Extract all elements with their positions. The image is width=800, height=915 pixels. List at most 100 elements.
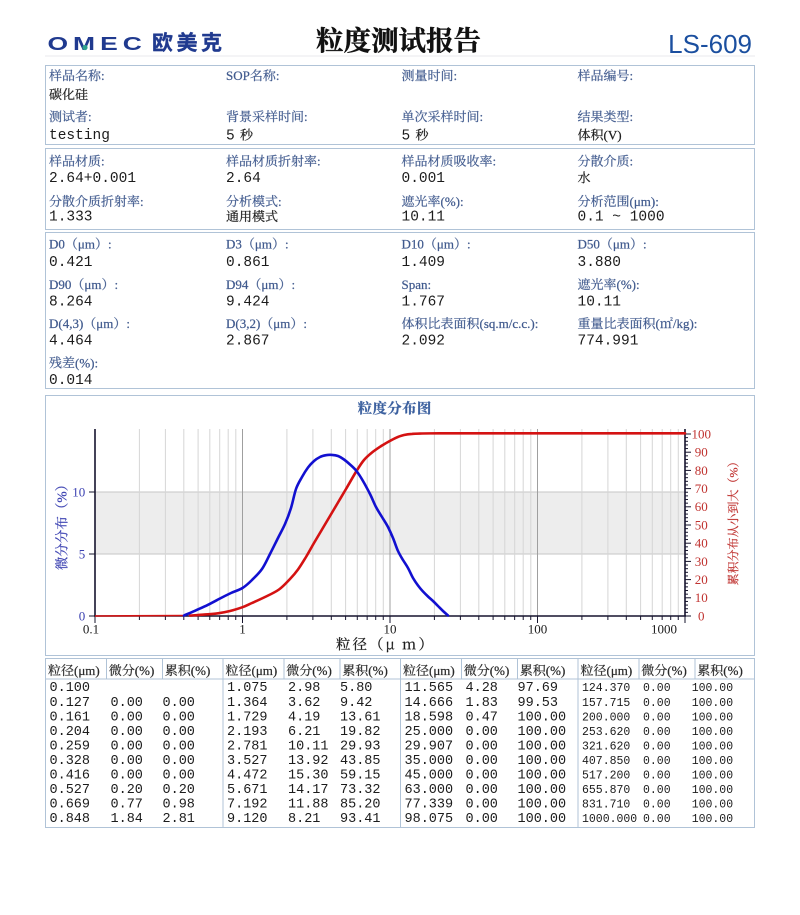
- svg-text:831.710: 831.710: [582, 799, 630, 812]
- svg-text:70: 70: [695, 481, 708, 496]
- svg-text:LS-609: LS-609: [668, 29, 752, 59]
- svg-text:100.00: 100.00: [518, 812, 567, 827]
- svg-text:97.69: 97.69: [518, 681, 559, 696]
- svg-text:μm: μm: [255, 237, 272, 252]
- svg-text:0.20: 0.20: [111, 783, 143, 798]
- svg-text::: :: [480, 109, 484, 124]
- svg-text:(%): (%): [723, 663, 743, 678]
- svg-text:0.00: 0.00: [466, 754, 498, 769]
- svg-text:100.00: 100.00: [692, 784, 734, 797]
- svg-text:0.00: 0.00: [466, 769, 498, 784]
- svg-text:1.83: 1.83: [466, 696, 498, 711]
- svg-text:13.92: 13.92: [288, 754, 329, 769]
- svg-text::: :: [630, 109, 634, 124]
- svg-text:/kg):: /kg):: [673, 316, 698, 331]
- svg-text::: :: [291, 277, 295, 292]
- svg-text:1.409: 1.409: [402, 255, 446, 271]
- svg-text:D(4,3): D(4,3): [49, 316, 83, 331]
- svg-text:4.472: 4.472: [227, 769, 268, 784]
- svg-text:%: %: [55, 491, 70, 502]
- svg-text::: :: [126, 316, 130, 331]
- svg-text:98.075: 98.075: [405, 812, 454, 827]
- svg-text:SOP: SOP: [226, 68, 250, 83]
- svg-text:200.000: 200.000: [582, 711, 630, 724]
- svg-text:0.20: 0.20: [163, 783, 195, 798]
- svg-text:3.62: 3.62: [288, 696, 320, 711]
- svg-text:0.100: 0.100: [50, 681, 91, 696]
- svg-text:D50: D50: [578, 237, 600, 252]
- svg-text:29.93: 29.93: [340, 739, 381, 754]
- svg-text:85.20: 85.20: [340, 798, 381, 813]
- svg-text::: :: [114, 277, 118, 292]
- svg-text:0.00: 0.00: [163, 725, 195, 740]
- svg-text:0.00: 0.00: [643, 682, 671, 695]
- svg-text:1.767: 1.767: [402, 294, 446, 310]
- svg-text:0.00: 0.00: [163, 696, 195, 711]
- svg-text:0.00: 0.00: [466, 783, 498, 798]
- svg-text:157.715: 157.715: [582, 697, 630, 710]
- svg-text:D0: D0: [49, 237, 65, 252]
- svg-text:5.671: 5.671: [227, 783, 268, 798]
- svg-text:15.30: 15.30: [288, 769, 329, 784]
- svg-text:2.64+0.001: 2.64+0.001: [49, 171, 136, 187]
- svg-text:100.00: 100.00: [692, 697, 734, 710]
- svg-text:253.620: 253.620: [582, 726, 630, 739]
- svg-text:0.00: 0.00: [111, 696, 143, 711]
- svg-text:4.464: 4.464: [49, 334, 93, 350]
- svg-text:μm: μm: [78, 237, 95, 252]
- svg-text:2.092: 2.092: [402, 334, 446, 350]
- svg-text:10.11: 10.11: [288, 739, 329, 754]
- svg-text:11.565: 11.565: [405, 681, 454, 696]
- svg-text:(μm): (μm): [607, 663, 633, 678]
- svg-text:0.00: 0.00: [643, 711, 671, 724]
- svg-text:90: 90: [695, 445, 708, 460]
- svg-text:0.848: 0.848: [50, 812, 91, 827]
- svg-text:(: (: [656, 316, 660, 331]
- svg-text:100.00: 100.00: [518, 769, 567, 784]
- svg-text:0.00: 0.00: [111, 769, 143, 784]
- svg-text:(%):: (%):: [441, 194, 464, 209]
- svg-text:9.42: 9.42: [340, 696, 372, 711]
- svg-text:0.421: 0.421: [49, 255, 93, 271]
- svg-text:(μm): (μm): [429, 663, 455, 678]
- svg-text::: :: [101, 154, 105, 169]
- svg-text:0.77: 0.77: [111, 798, 143, 813]
- svg-text:3.880: 3.880: [578, 255, 622, 271]
- svg-text::: :: [108, 237, 112, 252]
- svg-text:Span:: Span:: [402, 277, 432, 292]
- svg-text:(sq.m/c.c.):: (sq.m/c.c.):: [480, 316, 539, 331]
- svg-text:5: 5: [226, 129, 235, 145]
- svg-text:(%): (%): [191, 663, 211, 678]
- svg-text:μm: μm: [437, 237, 454, 252]
- svg-text:2.81: 2.81: [163, 812, 195, 827]
- svg-text:0.98: 0.98: [163, 798, 195, 813]
- svg-text:0: 0: [79, 608, 86, 623]
- svg-text:0.00: 0.00: [643, 770, 671, 783]
- svg-text:0.00: 0.00: [111, 725, 143, 740]
- svg-text:0.259: 0.259: [50, 739, 91, 754]
- svg-text:0.127: 0.127: [50, 696, 91, 711]
- svg-text:0.00: 0.00: [643, 726, 671, 739]
- svg-text:μm: μm: [613, 237, 630, 252]
- svg-text:0.00: 0.00: [466, 798, 498, 813]
- svg-text:100.00: 100.00: [692, 740, 734, 753]
- svg-text:8.21: 8.21: [288, 812, 320, 827]
- svg-text:5: 5: [402, 129, 411, 145]
- svg-text:(%): (%): [312, 663, 332, 678]
- svg-text:0.416: 0.416: [50, 769, 91, 784]
- svg-text:D(3,2): D(3,2): [226, 316, 260, 331]
- svg-text:0.00: 0.00: [643, 697, 671, 710]
- svg-text:60: 60: [695, 499, 708, 514]
- svg-text:0.00: 0.00: [643, 813, 671, 826]
- svg-text:0.00: 0.00: [111, 739, 143, 754]
- svg-text:(%): (%): [490, 663, 510, 678]
- svg-text:0.527: 0.527: [50, 783, 91, 798]
- svg-text:80: 80: [695, 463, 708, 478]
- svg-text:(%):: (%):: [617, 277, 640, 292]
- svg-text:2.781: 2.781: [227, 739, 268, 754]
- svg-text:0.00: 0.00: [466, 812, 498, 827]
- svg-text:6.21: 6.21: [288, 725, 320, 740]
- svg-text:124.370: 124.370: [582, 682, 630, 695]
- svg-text::: :: [493, 154, 497, 169]
- svg-text:4.19: 4.19: [288, 710, 320, 725]
